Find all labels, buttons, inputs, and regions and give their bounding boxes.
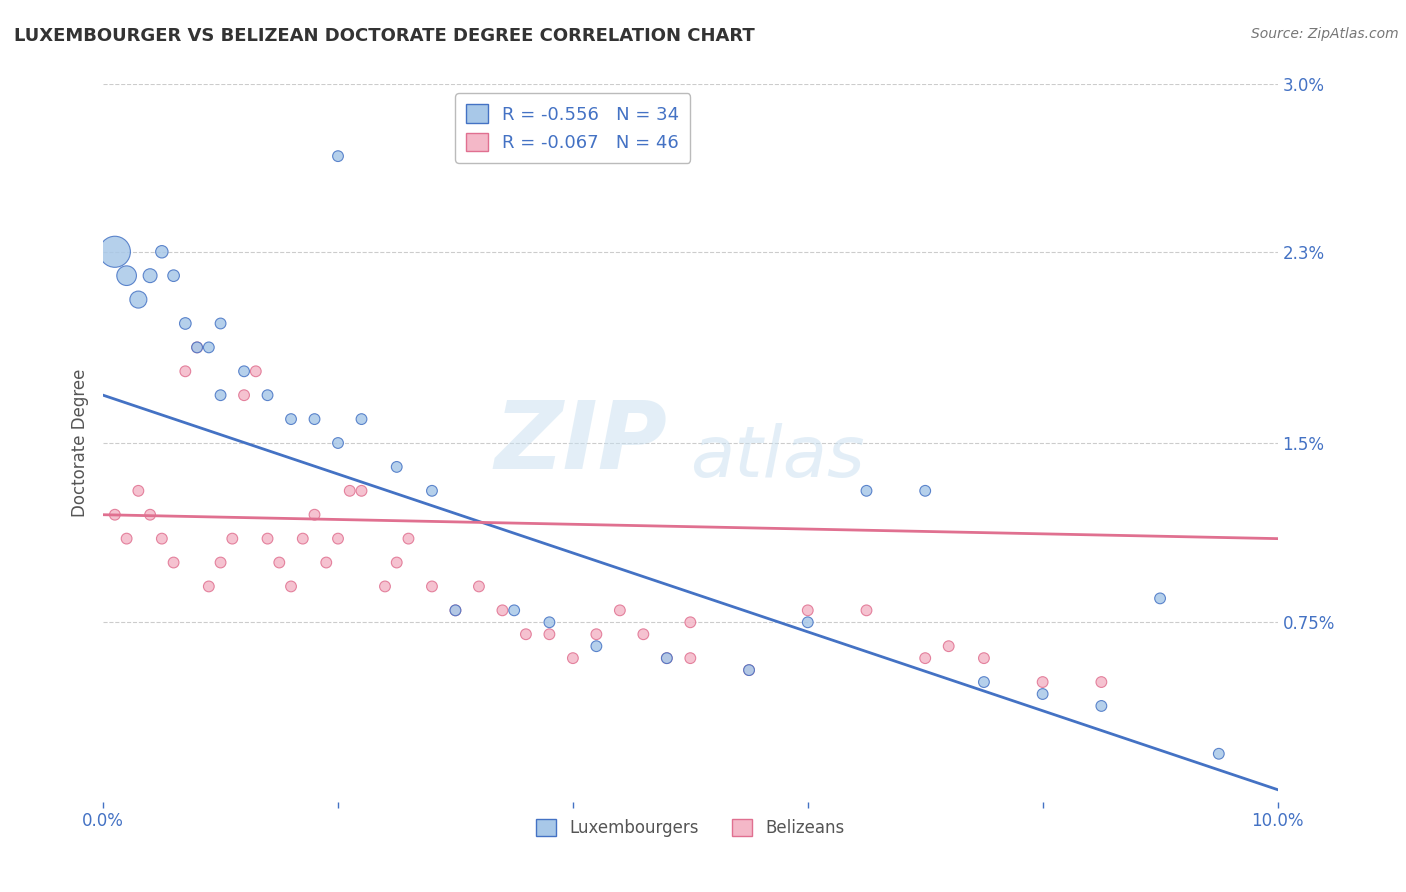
Point [304, 508, 326, 522]
Point [150, 244, 173, 259]
Point [973, 651, 995, 665]
Point [655, 651, 678, 665]
Point [468, 579, 491, 593]
Text: Source: ZipAtlas.com: Source: ZipAtlas.com [1251, 27, 1399, 41]
Point [256, 532, 278, 546]
Point [104, 508, 127, 522]
Point [797, 603, 820, 617]
Point [1090, 698, 1112, 713]
Point [104, 244, 127, 259]
Point [1149, 591, 1171, 606]
Point [326, 149, 349, 163]
Point [233, 388, 256, 402]
Point [444, 603, 467, 617]
Point [515, 627, 537, 641]
Text: ZIP: ZIP [494, 397, 666, 489]
Point [198, 579, 221, 593]
Point [420, 579, 443, 593]
Point [326, 436, 349, 450]
Point [1208, 747, 1230, 761]
Point [914, 651, 936, 665]
Point [221, 532, 243, 546]
Point [538, 615, 561, 630]
Point [127, 293, 149, 307]
Point [503, 603, 526, 617]
Point [797, 615, 820, 630]
Point [914, 483, 936, 498]
Point [420, 483, 443, 498]
Point [1032, 687, 1054, 701]
Point [209, 556, 232, 570]
Point [585, 639, 607, 653]
Point [738, 663, 761, 677]
Point [633, 627, 655, 641]
Point [315, 556, 337, 570]
Point [233, 364, 256, 378]
Y-axis label: Doctorate Degree: Doctorate Degree [72, 368, 89, 517]
Point [385, 459, 408, 474]
Point [127, 483, 149, 498]
Point [269, 556, 291, 570]
Point [245, 364, 267, 378]
Point [374, 579, 396, 593]
Point [198, 340, 221, 354]
Point [609, 603, 631, 617]
Point [139, 268, 162, 283]
Point [339, 483, 361, 498]
Point [162, 556, 184, 570]
Point [150, 532, 173, 546]
Point [855, 483, 877, 498]
Point [1090, 675, 1112, 690]
Point [444, 603, 467, 617]
Text: LUXEMBOURGER VS BELIZEAN DOCTORATE DEGREE CORRELATION CHART: LUXEMBOURGER VS BELIZEAN DOCTORATE DEGRE… [14, 27, 755, 45]
Point [186, 340, 208, 354]
Point [738, 663, 761, 677]
Point [491, 603, 513, 617]
Point [350, 412, 373, 426]
Text: atlas: atlas [690, 423, 865, 491]
Point [385, 556, 408, 570]
Point [538, 627, 561, 641]
Point [162, 268, 184, 283]
Point [291, 532, 314, 546]
Point [186, 340, 208, 354]
Point [561, 651, 583, 665]
Legend: Luxembourgers, Belizeans: Luxembourgers, Belizeans [529, 812, 852, 844]
Point [585, 627, 607, 641]
Point [855, 603, 877, 617]
Point [326, 532, 349, 546]
Point [1032, 675, 1054, 690]
Point [139, 508, 162, 522]
Point [209, 388, 232, 402]
Point [280, 412, 302, 426]
Point [973, 675, 995, 690]
Point [655, 651, 678, 665]
Point [115, 268, 138, 283]
Point [174, 364, 197, 378]
Point [398, 532, 420, 546]
Point [679, 615, 702, 630]
Point [209, 317, 232, 331]
Point [938, 639, 960, 653]
Point [304, 412, 326, 426]
Point [280, 579, 302, 593]
Point [679, 651, 702, 665]
Point [350, 483, 373, 498]
Point [115, 532, 138, 546]
Point [174, 317, 197, 331]
Point [256, 388, 278, 402]
